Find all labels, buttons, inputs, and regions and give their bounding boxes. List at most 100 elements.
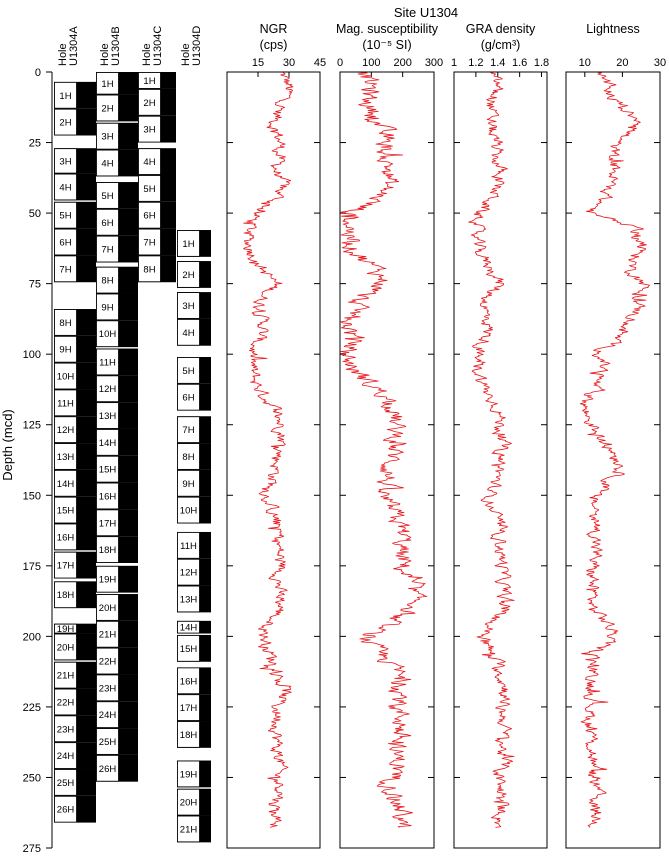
core-label: 23H [57,724,75,735]
core-label: 13H [99,411,117,422]
core-label-box [177,558,200,586]
core-label-box [96,701,119,728]
core-label: 14H [180,623,198,634]
core-5h: 5H [177,357,211,384]
core-label-box [54,715,77,743]
core-label-box [96,647,119,675]
core-label: 13H [180,594,198,605]
core-8h: 8H [177,443,211,470]
core-label: 12H [99,384,117,395]
depth-tick-label: 200 [23,631,41,643]
core-label: 3H [182,301,194,312]
core-label-box [54,742,77,769]
core-label: 16H [57,532,75,543]
panel-units: (10⁻⁵ SI) [362,38,411,52]
core-7h: 7H [138,228,176,256]
hole-label-word: Hole [141,43,153,66]
core-label: 3H [101,132,113,143]
core-label-box [54,769,77,796]
core-label-box [96,402,119,429]
core-1h: 1H [54,81,96,109]
core-label-box [177,357,200,384]
core-18h: 18H [177,721,211,748]
core-label-box [54,661,77,689]
core-3h: 3H [138,115,176,143]
core-label-box [96,429,119,456]
core-label-box [54,362,77,390]
core-label: 15H [180,644,198,655]
core-9h: 9H [96,293,138,321]
panel-ngr: NGR (cps) 15 30 45 [226,22,326,849]
core-15h: 15H [96,455,138,483]
core-label-box [54,416,77,443]
panel-tick-label: 1.4 [490,57,505,69]
core-label-box [177,788,200,816]
core-label-box [54,335,77,363]
core-14h: 14H [96,428,138,456]
hole-label-name: U1304A [68,26,80,66]
core-label-box [96,320,119,348]
core-label: 9H [101,302,113,313]
core-label-box [177,721,200,748]
core-label: 15H [99,465,117,476]
core-19h: 19H [177,760,211,788]
hole-label-name: U1304C [152,26,164,66]
core-label-box [96,122,119,150]
core-label: 19H [99,575,117,586]
hole-label-name: U1304B [110,26,122,66]
core-22h: 22H [96,647,138,675]
core-label: 21H [57,671,75,682]
core-21h: 21H [54,661,96,689]
core-8h: 8H [54,309,96,336]
panel-tick-label: 1.2 [468,57,483,69]
core-6h: 6H [177,383,211,411]
core-label: 9H [182,479,194,490]
core-label-box [96,455,119,483]
core-label: 8H [59,318,71,329]
hole-label-word: Hole [180,43,192,66]
panel-units: (g/cm³) [481,38,521,52]
core-label-box [54,201,77,229]
core-label-box [96,182,119,209]
core-label: 6H [182,393,194,404]
core-20h: 20H [54,633,96,661]
core-label-box [96,149,119,177]
core-8h: 8H [138,255,176,283]
core-label: 17H [180,703,198,714]
core-label: 8H [143,264,155,275]
core-label: 4H [143,157,155,168]
panel-frame [453,71,548,849]
core-9h: 9H [177,469,211,497]
core-11h: 11H [177,531,211,559]
core-15h: 15H [177,634,211,662]
core-label-box [54,688,77,716]
core-label-box [138,148,161,175]
core-16h: 16H [177,667,211,695]
core-label: 2H [101,103,113,114]
core-label: 12H [180,568,198,579]
hole-u1304d: Hole U1304D 1H 2H 3H 4H 5H 6H 7H 8H 9H 10H 11H 12H 13H… [177,26,211,843]
core-label: 17H [57,561,75,572]
core-label-box [138,201,161,229]
panel-tick-label: 20 [616,57,628,69]
core-7h: 7H [177,416,211,444]
core-label-box [177,667,200,695]
core-label: 20H [99,603,117,614]
core-7h: 7H [54,255,96,283]
core-label: 11H [180,541,197,552]
hole-label-name: U1304D [191,26,203,66]
core-label-box [54,173,77,201]
core-label-box [177,292,200,319]
core-label-box [96,482,119,510]
core-label: 6H [143,211,155,222]
panel-mag-susceptibility: Mag. susceptibility (10⁻⁵ SI) 0 100 200 300 [336,22,443,849]
core-label-box [177,416,200,443]
core-10h: 10H [177,496,211,524]
core-label: 5H [101,191,113,202]
core-label: 6H [101,218,113,229]
core-label-box [177,815,200,843]
core-6h: 6H [138,201,176,229]
core-20h: 20H [177,788,211,816]
panel-series-line [468,71,515,828]
